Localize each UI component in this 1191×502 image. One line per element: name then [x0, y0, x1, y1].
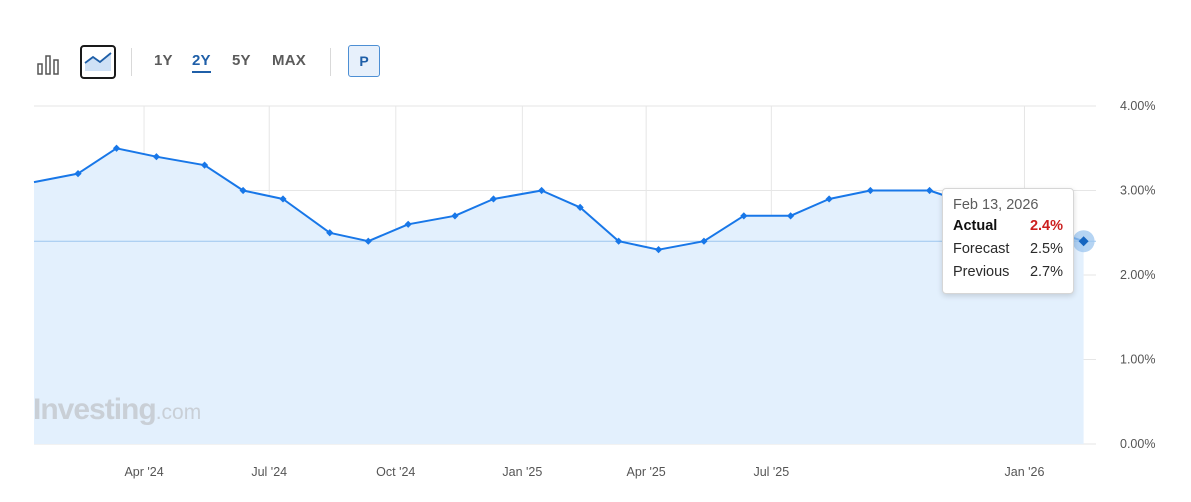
series-line — [33, 147, 1084, 251]
tooltip-forecast-row: Forecast 2.5% — [953, 241, 1063, 264]
data-point — [112, 144, 121, 152]
data-point — [576, 203, 584, 211]
tooltip-date: Feb 13, 2026 — [953, 197, 1039, 213]
watermark-brand: Investing — [33, 393, 157, 426]
y-tick-label: 0.00% — [1120, 437, 1155, 451]
watermark-suffix: .com — [155, 401, 202, 424]
data-tooltip: Feb 13, 2026 Actual 2.4% Forecast 2.5% P… — [942, 188, 1074, 294]
toolbar-divider — [330, 48, 331, 76]
data-point — [152, 153, 161, 161]
data-point — [825, 195, 833, 203]
range-2y[interactable]: 2Y — [192, 52, 211, 73]
data-point — [538, 186, 546, 195]
data-point — [451, 212, 459, 220]
x-tick-label: Apr '25 — [627, 465, 666, 479]
x-tick-label: Oct '24 — [376, 465, 415, 479]
data-point — [74, 170, 82, 178]
chart-toolbar: 1Y 2Y 5Y MAX P — [0, 0, 1191, 90]
data-point — [787, 212, 795, 220]
investing-watermark: Investing.com — [33, 393, 201, 427]
tooltip-forecast-label: Forecast — [953, 241, 1010, 257]
y-tick-label: 3.00% — [1120, 184, 1155, 198]
tooltip-previous-row: Previous 2.7% — [953, 264, 1063, 287]
tooltip-actual-label: Actual — [953, 218, 998, 234]
x-tick-label: Jul '24 — [251, 465, 287, 479]
y-tick-label: 4.00% — [1120, 99, 1155, 113]
data-point — [866, 186, 874, 195]
highlighted-point — [1078, 236, 1089, 247]
tooltip-actual-row: Actual 2.4% — [953, 218, 1063, 241]
range-5y[interactable]: 5Y — [232, 52, 251, 69]
data-point — [200, 161, 209, 169]
toolbar-divider — [131, 48, 132, 76]
tooltip-previous-value: 2.7% — [1029, 264, 1063, 280]
bar-chart-icon[interactable] — [34, 48, 66, 78]
range-max[interactable]: MAX — [272, 52, 306, 69]
tooltip-previous-label: Previous — [953, 264, 1010, 280]
tooltip-actual-value: 2.4% — [1029, 218, 1063, 234]
p-button[interactable]: P — [348, 45, 380, 77]
data-point — [654, 246, 663, 254]
data-point — [700, 237, 708, 245]
y-tick-label: 2.00% — [1120, 268, 1155, 282]
line-chart-icon[interactable] — [80, 45, 116, 79]
data-point — [404, 220, 412, 228]
data-point — [615, 237, 623, 245]
series-area — [34, 148, 1084, 445]
data-point — [364, 237, 372, 245]
x-tick-label: Jan '25 — [502, 465, 542, 479]
x-tick-label: Jul '25 — [753, 465, 789, 479]
x-tick-label: Apr '24 — [124, 465, 163, 479]
data-point — [925, 186, 934, 195]
range-1y[interactable]: 1Y — [154, 52, 173, 69]
y-tick-label: 1.00% — [1120, 353, 1155, 367]
data-point — [279, 195, 287, 203]
data-point — [489, 195, 498, 203]
data-point — [326, 229, 334, 237]
x-tick-label: Jan '26 — [1005, 465, 1045, 479]
data-point — [239, 186, 247, 195]
tooltip-forecast-value: 2.5% — [1029, 241, 1063, 257]
data-point — [740, 212, 748, 220]
